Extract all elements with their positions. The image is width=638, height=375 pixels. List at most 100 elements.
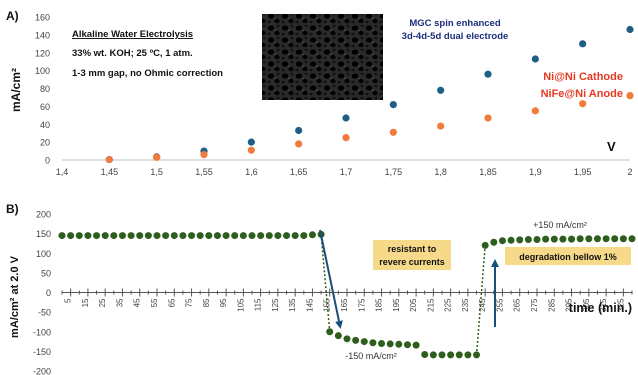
current-point (593, 235, 601, 243)
panel-b-y-tick: -150 (33, 347, 51, 357)
panel-b-x-tick: 325 (616, 298, 625, 312)
panel-a-x-tick: 1,45 (101, 167, 119, 177)
current-point (576, 235, 584, 243)
callout-degradation-text: degradation bellow 1% (519, 252, 617, 262)
panel-b-x-tick: 35 (115, 298, 124, 307)
panel-a-y-tick: 20 (40, 138, 50, 148)
current-point (300, 232, 308, 240)
current-point (188, 232, 196, 240)
current-point (326, 328, 334, 336)
electrode-caption-line2: 3d-4d-5d dual electrode (402, 31, 509, 42)
panel-a-x-tick: 1,9 (529, 167, 542, 177)
cathode-point (579, 40, 587, 48)
transition-line (320, 234, 331, 332)
panel-a-note-title: Alkaline Water Electrolysis (72, 29, 193, 40)
current-point (619, 235, 627, 243)
current-point (464, 351, 472, 359)
current-point (257, 232, 265, 240)
cathode-point (437, 86, 445, 94)
current-point (170, 232, 178, 240)
panel-b-x-tick: 135 (288, 298, 297, 312)
panel-a-x-tick: 1,75 (385, 167, 403, 177)
current-point (67, 232, 75, 240)
panel-b-x-tick: 275 (530, 298, 539, 312)
panel-b-x-tick: 125 (271, 298, 280, 312)
panel-b-x-tick: 105 (236, 298, 245, 312)
current-point (360, 338, 368, 346)
current-point (516, 236, 524, 244)
current-point (343, 335, 351, 343)
electrode-caption-line1: MGC spin enhanced (409, 18, 501, 29)
current-point (75, 232, 83, 240)
panel-b-y-tick: -200 (33, 367, 51, 375)
panel-b-y-tick: -50 (38, 308, 51, 318)
current-point (58, 232, 66, 240)
panel-a-y-tick: 0 (45, 156, 50, 166)
anode-point (247, 146, 255, 154)
current-point (213, 232, 221, 240)
current-point (162, 232, 170, 240)
current-point (568, 235, 576, 243)
panel-b-x-tick: 145 (305, 298, 314, 312)
panel-b-x-tick: 155 (323, 298, 332, 312)
panel-a-note-gap: 1-3 mm gap, no Ohmic correction (72, 68, 223, 79)
panel-a-x-tick: 1,5 (150, 167, 163, 177)
panel-a-y-tick: 120 (35, 48, 50, 58)
panel-b-y-tick: -100 (33, 327, 51, 337)
current-point (352, 336, 360, 344)
panel-b-x-tick: 265 (513, 298, 522, 312)
panel-a-x-tick: 1,85 (479, 167, 497, 177)
current-point (559, 235, 567, 243)
current-point (291, 232, 299, 240)
cathode-point (626, 25, 634, 34)
current-point (628, 235, 636, 243)
panel-b-y-axis-label: mA/cm² at 2.0 V (9, 255, 21, 338)
panel-a-x-tick: 2 (627, 167, 632, 177)
current-point (205, 232, 213, 240)
callout-degradation-box (505, 247, 631, 265)
current-point (265, 232, 273, 240)
panel-b-x-tick: 225 (444, 298, 453, 312)
panel-a-note-conditions: 33% wt. KOH; 25 ºC, 1 atm. (72, 48, 193, 59)
callout-resistant-line1: resistant to (388, 244, 437, 254)
electrode-foam-photo (262, 14, 383, 100)
current-point (481, 241, 489, 249)
panel-b-x-tick: 305 (582, 298, 591, 312)
panel-b-x-tick: 315 (599, 298, 608, 312)
current-point (231, 232, 239, 240)
anode-point (626, 92, 634, 100)
current-point (127, 232, 135, 240)
current-point (84, 232, 92, 240)
anode-point (389, 128, 397, 136)
anode-point (295, 140, 303, 148)
panel-a-y-tick: 140 (35, 30, 50, 40)
current-point (334, 332, 342, 340)
current-point (153, 232, 161, 240)
panel-a-chart: A) 0 20 40 60 80 100 120 140 160 1,4 1,45 1,5 1,55 1… (6, 9, 634, 177)
cathode-point (342, 114, 350, 122)
current-point (118, 232, 126, 240)
current-point (239, 232, 247, 240)
current-point (378, 340, 386, 348)
callout-resistant-line2: revere currents (379, 257, 445, 267)
panel-a-x-tick: 1,95 (574, 167, 592, 177)
anode-point (153, 153, 161, 161)
current-point (533, 236, 541, 244)
panel-b-y-tick: 150 (36, 229, 51, 239)
legend-anode: NiFe@Ni Anode (541, 88, 623, 100)
panel-b-y-tick: 200 (36, 210, 51, 220)
current-point (542, 235, 550, 243)
current-point (490, 238, 498, 246)
current-point (110, 232, 118, 240)
callout-resistant-box (373, 240, 451, 270)
arrow-down (319, 229, 343, 329)
current-point (274, 232, 282, 240)
current-point (248, 232, 256, 240)
anode-point (200, 151, 208, 159)
panel-a-label: A) (6, 9, 19, 23)
current-point (101, 232, 109, 240)
anode-point (342, 134, 350, 142)
current-point (283, 232, 291, 240)
panel-b-x-tick: 65 (167, 298, 176, 307)
panel-b-x-tick: 85 (202, 298, 211, 307)
